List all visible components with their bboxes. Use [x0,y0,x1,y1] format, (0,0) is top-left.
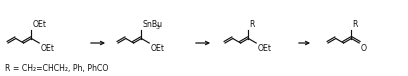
Text: SnBu: SnBu [142,20,162,29]
Text: OEt: OEt [257,44,271,53]
Text: R = CH₂=CHCH₂, Ph, PhCO: R = CH₂=CHCH₂, Ph, PhCO [5,65,109,73]
Text: R: R [352,20,357,29]
Text: OEt: OEt [150,44,164,53]
Text: OEt: OEt [32,20,47,29]
Text: 3: 3 [156,25,160,30]
Text: R: R [249,20,254,29]
Text: O: O [360,44,366,53]
Text: OEt: OEt [40,44,54,53]
